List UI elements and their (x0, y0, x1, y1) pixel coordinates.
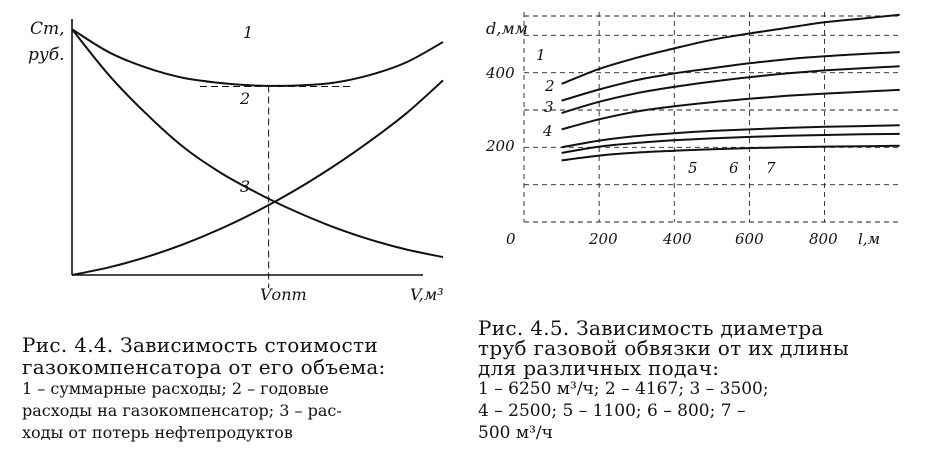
fig45-caption: Рис. 4.5. Зависимость диаметра труб газо… (478, 318, 849, 444)
fig45-x-label: l,м (858, 230, 880, 248)
fig45-caption-line-3: для различных подач: (478, 356, 720, 380)
figure-4-4: Ст, руб. Vопт V,м³ 1 2 3 (28, 19, 444, 304)
fig45-curve-3 (561, 65, 900, 114)
fig45-caption-line-2: труб газовой обвязки от их длины (478, 336, 850, 360)
fig44-curve-label-3: 3 (240, 177, 250, 196)
fig45-curve-4 (561, 88, 900, 131)
fig45-curve-7 (561, 144, 900, 162)
fig44-curves (71, 28, 444, 276)
fig45-y-tick-200: 200 (485, 137, 515, 155)
fig44-curve-3 (71, 79, 444, 276)
fig45-curve-label-2: 2 (544, 77, 555, 95)
fig44-x-axis-label: V,м³ (410, 285, 444, 304)
fig45-x-tick-600: 600 (735, 230, 764, 248)
fig44-x-marker-label: Vопт (260, 285, 307, 304)
figure-4-5: d,мм 400 200 0 200 400 600 800 l,м 1 2 3… (485, 12, 900, 248)
fig44-caption-line-3: 1 – суммарные расходы; 2 – годовые (22, 379, 329, 398)
fig44-caption-line-1: Рис. 4.4. Зависимость стоимости (22, 333, 378, 357)
fig45-caption-line-1: Рис. 4.5. Зависимость диаметра (478, 316, 824, 340)
fig45-curve-label-4: 4 (542, 122, 553, 140)
fig44-caption-line-4: расходы на газокомпенсатор; 3 – рас- (22, 401, 342, 420)
fig45-x-tick-0: 0 (506, 230, 516, 248)
fig44-y-label-bottom: руб. (28, 45, 65, 65)
fig45-curve-1 (561, 13, 900, 85)
fig45-curve-2 (561, 51, 900, 102)
fig44-curve-2 (71, 28, 444, 259)
fig45-curve-6 (561, 132, 900, 154)
fig45-curve-label-1: 1 (536, 46, 546, 64)
fig45-x-tick-200: 200 (588, 230, 618, 248)
fig45-y-label: d,мм (486, 19, 528, 38)
fig45-caption-line-4: 1 – 6250 м³/ч; 2 – 4167; 3 – 3500; (478, 379, 769, 399)
fig44-caption: Рис. 4.4. Зависимость стоимости газокомп… (22, 334, 386, 444)
fig45-curve-5 (561, 124, 900, 149)
fig44-caption-line-5: ходы от потерь нефтепродуктов (22, 423, 293, 442)
fig45-y-tick-400: 400 (485, 64, 515, 82)
fig44-curve-label-2: 2 (239, 89, 250, 108)
fig44-curve-1 (71, 28, 444, 87)
fig44-caption-line-2: газокомпенсатора от его объема: (22, 355, 386, 379)
fig45-x-tick-800: 800 (809, 230, 838, 248)
fig44-curve-label-1: 1 (243, 23, 253, 42)
fig45-x-tick-400: 400 (662, 230, 692, 248)
fig45-curve-label-7: 7 (766, 159, 776, 177)
fig45-curve-label-3: 3 (544, 98, 554, 116)
fig45-curves (561, 13, 900, 162)
fig45-caption-line-6: 500 м³/ч (478, 423, 553, 443)
fig45-curve-label-5: 5 (688, 159, 698, 177)
fig44-y-label-top: Ст, (30, 19, 65, 39)
fig44-axes (71, 19, 423, 288)
fig45-caption-line-5: 4 – 2500; 5 – 1100; 6 – 800; 7 – (478, 401, 746, 421)
fig45-curve-label-6: 6 (729, 159, 739, 177)
fig45-grid (523, 12, 900, 223)
